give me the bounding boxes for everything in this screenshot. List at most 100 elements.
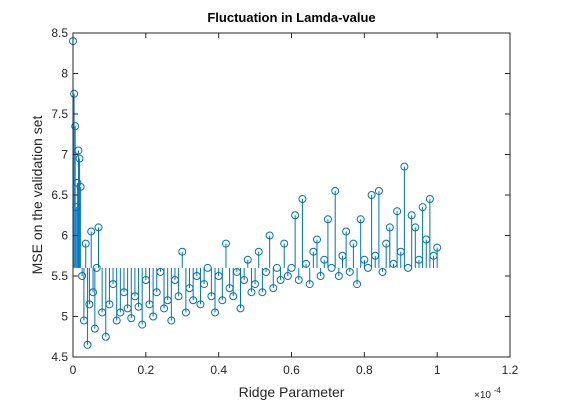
- data-point: [418, 203, 427, 212]
- data-point: [123, 304, 132, 313]
- data-point: [167, 316, 176, 325]
- data-point: [345, 267, 354, 276]
- y-axis-ticks: 4.5 5 5.5 6 6.5 7 7.5 8 8.5: [51, 26, 510, 364]
- data-point: [74, 146, 83, 155]
- data-point: [181, 308, 190, 317]
- data-point: [163, 296, 172, 305]
- data-point: [189, 296, 198, 305]
- data-point: [356, 215, 365, 224]
- data-point: [71, 122, 80, 131]
- data-point: [389, 259, 398, 268]
- data-point: [254, 247, 263, 256]
- data-point: [98, 308, 107, 317]
- data-point: [320, 255, 329, 264]
- data-point: [305, 280, 314, 289]
- data-point: [414, 255, 423, 264]
- data-point: [363, 263, 372, 272]
- data-point: [192, 272, 201, 280]
- data-point: [396, 247, 405, 256]
- x-tick-label: 1.2: [502, 363, 519, 377]
- y-tick-label: 6: [61, 229, 68, 243]
- data-point: [371, 251, 380, 260]
- data-point: [353, 280, 362, 289]
- data-point: [138, 320, 147, 329]
- data-point: [382, 239, 391, 248]
- data-point: [272, 263, 281, 272]
- y-tick-label: 4.5: [51, 350, 68, 364]
- data-point: [262, 267, 271, 276]
- data-point: [287, 263, 296, 272]
- data-point: [312, 235, 321, 244]
- data-point: [374, 186, 383, 195]
- data-point: [170, 276, 179, 285]
- data-point: [385, 223, 394, 232]
- x-tick-label: 0.8: [356, 363, 373, 377]
- data-point: [422, 235, 431, 244]
- data-point: [269, 284, 278, 293]
- data-point: [247, 288, 256, 297]
- data-point: [349, 239, 358, 248]
- data-point: [221, 239, 230, 248]
- data-point: [152, 288, 161, 297]
- data-point: [251, 280, 260, 289]
- data-point: [109, 280, 118, 289]
- data-point: [338, 251, 347, 260]
- data-point: [309, 247, 318, 256]
- x-tick-label: 0: [70, 363, 77, 377]
- y-tick-label: 5.5: [51, 269, 68, 283]
- data-point: [331, 186, 340, 195]
- data-point: [185, 284, 194, 293]
- chart-title: Fluctuation in Lamda-value: [207, 10, 375, 25]
- x-tick-label: 0.4: [210, 363, 227, 377]
- data-point: [78, 272, 87, 280]
- data-point: [225, 284, 234, 293]
- y-tick-label: 5: [61, 310, 68, 324]
- data-point: [81, 239, 90, 248]
- data-point: [240, 276, 249, 285]
- data-point: [207, 292, 216, 301]
- x-axis-label: Ridge Parameter: [239, 384, 345, 400]
- data-point: [174, 292, 183, 301]
- y-tick-label: 6.5: [51, 188, 68, 202]
- data-point: [105, 300, 114, 309]
- data-point: [298, 195, 307, 204]
- data-point: [196, 300, 205, 309]
- x-axis-exponent-base: ×10: [474, 390, 491, 401]
- x-tick-label: 0.2: [137, 363, 154, 377]
- data-point: [83, 340, 92, 349]
- data-point: [433, 243, 442, 252]
- data-point: [76, 182, 85, 191]
- data-point: [87, 227, 96, 236]
- data-point: [214, 272, 223, 280]
- data-point: [400, 162, 409, 171]
- data-point: [156, 267, 165, 276]
- data-point: [70, 89, 79, 98]
- y-tick-label: 8.5: [51, 26, 68, 40]
- data-point: [90, 324, 99, 333]
- data-point: [145, 300, 154, 309]
- data-point: [134, 302, 143, 311]
- data-point: [378, 267, 387, 276]
- data-point: [283, 272, 292, 280]
- data-point: [411, 223, 420, 232]
- data-point: [211, 308, 220, 317]
- data-point: [323, 215, 332, 224]
- data-point: [130, 292, 139, 301]
- data-point: [229, 292, 238, 301]
- data-point: [200, 280, 209, 289]
- data-point: [149, 312, 158, 321]
- data-point: [127, 314, 136, 323]
- data-point: [291, 211, 300, 220]
- data-point: [367, 191, 376, 199]
- data-point: [89, 288, 98, 297]
- data-point: [178, 247, 187, 256]
- data-point: [236, 304, 245, 313]
- data-point: [280, 239, 289, 248]
- x-axis-ticks: 0 0.2 0.4 0.6 0.8 1 1.2: [70, 33, 519, 377]
- data-point: [404, 263, 413, 272]
- data-point: [276, 276, 285, 285]
- data-point: [203, 263, 212, 272]
- data-point: [75, 154, 84, 163]
- data-point: [429, 251, 438, 260]
